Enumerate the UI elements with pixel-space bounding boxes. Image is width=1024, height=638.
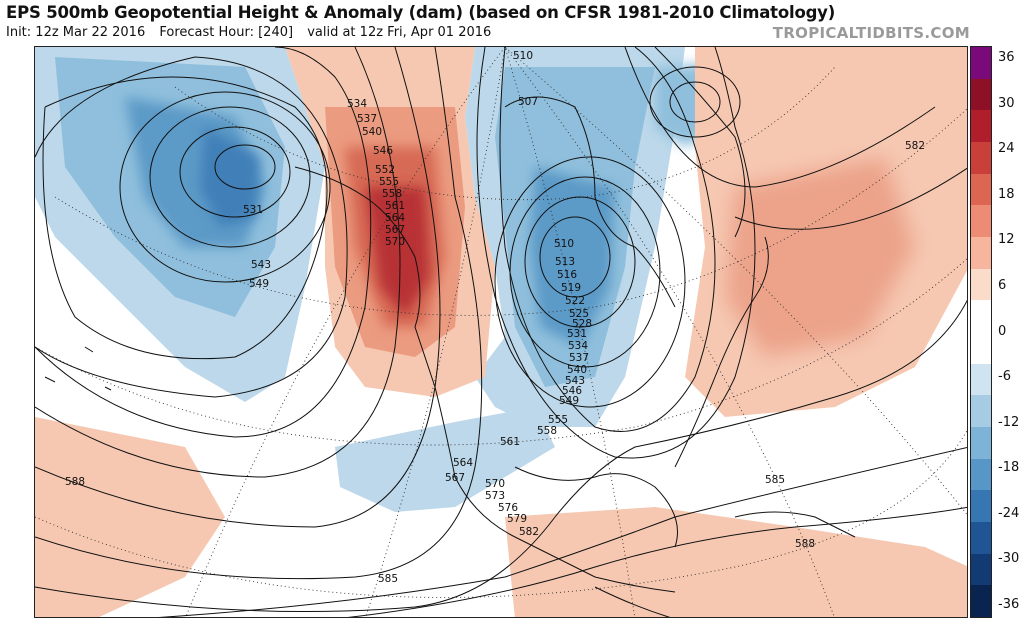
colorbar-swatch <box>971 490 991 523</box>
coastlines <box>44 47 856 617</box>
contour-label: 540 <box>362 126 382 138</box>
init-time: Init: 12z Mar 22 2016 <box>6 25 146 40</box>
contour-label: 561 <box>385 200 405 212</box>
contour-label: 579 <box>507 513 527 525</box>
colorbar-swatch <box>971 585 991 618</box>
colorbar-swatch <box>971 363 991 396</box>
colorbar-swatch <box>971 300 991 333</box>
contour-label: 534 <box>568 340 588 352</box>
contour-label: 543 <box>251 259 271 271</box>
contour-label: 507 <box>518 96 538 108</box>
contour-label: 564 <box>453 457 473 469</box>
anomaly-map: 510 507 534 537 540 546 552 555 558 561 … <box>34 46 968 618</box>
colorbar-tick-label: 0 <box>998 323 1007 339</box>
anomaly-shading <box>35 47 967 617</box>
contour-label: 567 <box>445 472 465 484</box>
anomaly-colorbar <box>970 46 992 618</box>
contour-label: 558 <box>382 188 402 200</box>
contour-label: 570 <box>385 236 405 248</box>
contour-label: 543 <box>565 375 585 387</box>
contour-label: 588 <box>795 538 815 550</box>
contour-label: 522 <box>565 295 585 307</box>
contour-label: 549 <box>249 278 269 290</box>
height-contours <box>35 47 967 617</box>
anomaly-neg-canada-3 <box>530 167 615 347</box>
colorbar-swatch <box>971 268 991 301</box>
contour-label: 549 <box>559 395 579 407</box>
contour-label: 510 <box>554 238 574 250</box>
map-canvas: 510 507 534 537 540 546 552 555 558 561 … <box>35 47 967 617</box>
valid-time: valid at 12z Fri, Apr 01 2016 <box>307 25 492 40</box>
colorbar-swatch <box>971 47 991 80</box>
colorbar-swatch <box>971 553 991 586</box>
colorbar-tick-label: -6 <box>998 369 1011 385</box>
colorbar-tick-label: 12 <box>998 232 1015 248</box>
contour-label: 564 <box>385 212 405 224</box>
colorbar-swatch <box>971 173 991 206</box>
anomaly-neg-pacific-4 <box>200 127 260 227</box>
colorbar-tick-label: -18 <box>998 460 1020 476</box>
contour-label: 582 <box>519 526 539 538</box>
colorbar-tick-label: 18 <box>998 186 1015 202</box>
contour-label: 513 <box>555 256 575 268</box>
colorbar-swatch <box>971 237 991 270</box>
colorbar-tick-label: -30 <box>998 551 1020 567</box>
site-watermark: TROPICALTIDBITS.COM <box>772 24 970 42</box>
contour-label: 588 <box>65 476 85 488</box>
colorbar-tick-label: 36 <box>998 50 1015 65</box>
anomaly-pos-atlantic-2 <box>725 157 915 357</box>
colorbar-tick-label: -24 <box>998 505 1020 521</box>
run-info: Init: 12z Mar 22 2016 Forecast Hour: [24… <box>6 25 501 40</box>
contour-label: 582 <box>905 140 925 152</box>
contour-label: 567 <box>385 224 405 236</box>
contour-label: 546 <box>562 385 582 397</box>
contour-label: 537 <box>357 113 377 125</box>
anomaly-positive-caribbean <box>505 507 967 617</box>
contour-label: 585 <box>378 573 398 585</box>
colorbar-swatch <box>971 458 991 491</box>
contour-label: 555 <box>379 176 399 188</box>
contour-label: 576 <box>498 502 518 514</box>
colorbar-swatch <box>971 110 991 143</box>
colorbar-tick-label: -12 <box>998 414 1020 430</box>
contour-label: 510 <box>513 50 533 62</box>
page-title: EPS 500mb Geopotential Height & Anomaly … <box>6 3 836 22</box>
contour-label: 528 <box>572 318 592 330</box>
contour-label: 516 <box>557 269 577 281</box>
anomaly-negative-southwest <box>335 407 555 512</box>
contour-label: 546 <box>373 145 393 157</box>
contour-label: 558 <box>537 425 557 437</box>
contour-label: 585 <box>765 474 785 486</box>
colorbar-tick-label: 6 <box>998 277 1007 293</box>
contour-label: 552 <box>375 164 395 176</box>
colorbar-tick-label: 24 <box>998 141 1015 157</box>
contour-label: 540 <box>567 364 587 376</box>
contour-labels: 510 507 534 537 540 546 552 555 558 561 … <box>65 50 925 585</box>
anomaly-positive-subtropics <box>35 417 225 617</box>
contour-label: 573 <box>485 490 505 502</box>
contour-label: 555 <box>548 414 568 426</box>
contour-label: 534 <box>347 98 367 110</box>
colorbar-swatch <box>971 78 991 111</box>
contour-label: 537 <box>569 352 589 364</box>
colorbar-swatch <box>971 332 991 365</box>
colorbar-swatch <box>971 205 991 238</box>
contour-label: 561 <box>500 436 520 448</box>
colorbar-swatch <box>971 427 991 460</box>
contour-label: 525 <box>569 308 589 320</box>
colorbar-tick-label: 30 <box>998 95 1015 111</box>
contour-label: 570 <box>485 478 505 490</box>
anomaly-pos-west-4 <box>365 187 430 317</box>
contour-label: 531 <box>243 204 263 216</box>
colorbar-tick-label: -36 <box>998 597 1020 612</box>
forecast-hour: Forecast Hour: [240] <box>159 25 294 40</box>
contour-label: 531 <box>567 328 587 340</box>
colorbar-swatch <box>971 522 991 555</box>
colorbar-swatch <box>971 142 991 175</box>
contour-label: 519 <box>561 282 581 294</box>
colorbar-swatch <box>971 395 991 428</box>
